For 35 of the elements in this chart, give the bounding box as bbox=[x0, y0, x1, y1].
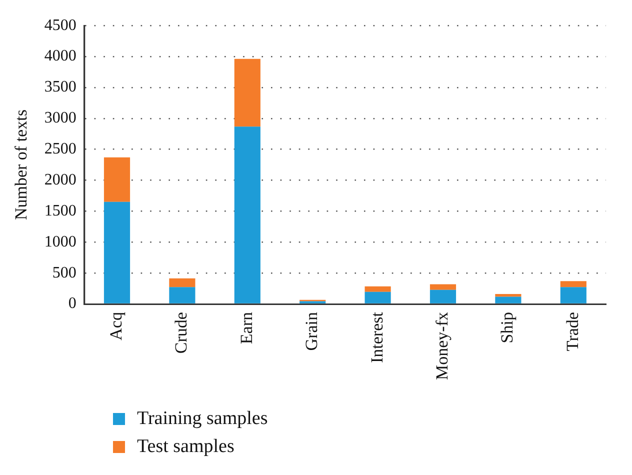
y-tick-label: 500 bbox=[52, 264, 76, 282]
y-tick-label: 2000 bbox=[44, 171, 76, 188]
bar bbox=[430, 284, 456, 290]
x-tick-label: Grain bbox=[302, 312, 322, 351]
y-tick-label: 4500 bbox=[44, 16, 76, 34]
bar bbox=[560, 287, 586, 304]
x-tick-label: Money-fx bbox=[432, 312, 452, 380]
y-tick-label: 3500 bbox=[44, 78, 76, 96]
legend-label: Test samples bbox=[137, 436, 234, 458]
bar bbox=[364, 286, 391, 292]
y-tick-label: 3000 bbox=[44, 110, 76, 127]
bar bbox=[430, 290, 456, 304]
bar bbox=[560, 281, 586, 288]
y-tick-label: 4000 bbox=[44, 48, 76, 65]
bar bbox=[169, 287, 196, 304]
x-tick-label: Crude bbox=[172, 312, 191, 354]
y-axis-title: Number of texts bbox=[12, 110, 31, 220]
bar bbox=[234, 58, 260, 127]
y-tick-label: 1500 bbox=[44, 202, 76, 220]
bar bbox=[364, 292, 391, 304]
y-tick-label: 2500 bbox=[44, 140, 76, 158]
x-tick-label: Trade bbox=[562, 312, 582, 352]
y-tick-label: 1000 bbox=[44, 233, 76, 250]
x-tick-label: Acq bbox=[106, 312, 126, 340]
y-tick-label: 0 bbox=[68, 295, 76, 312]
bar bbox=[169, 278, 196, 288]
bar bbox=[104, 202, 130, 304]
x-tick-label: Ship bbox=[498, 312, 517, 344]
bar bbox=[495, 296, 522, 304]
bar bbox=[234, 126, 260, 304]
bar bbox=[104, 157, 130, 202]
bar bbox=[495, 294, 522, 297]
x-tick-label: Interest bbox=[367, 312, 386, 363]
x-tick-label: Earn bbox=[236, 312, 256, 344]
legend-label: Training samples bbox=[137, 408, 268, 430]
